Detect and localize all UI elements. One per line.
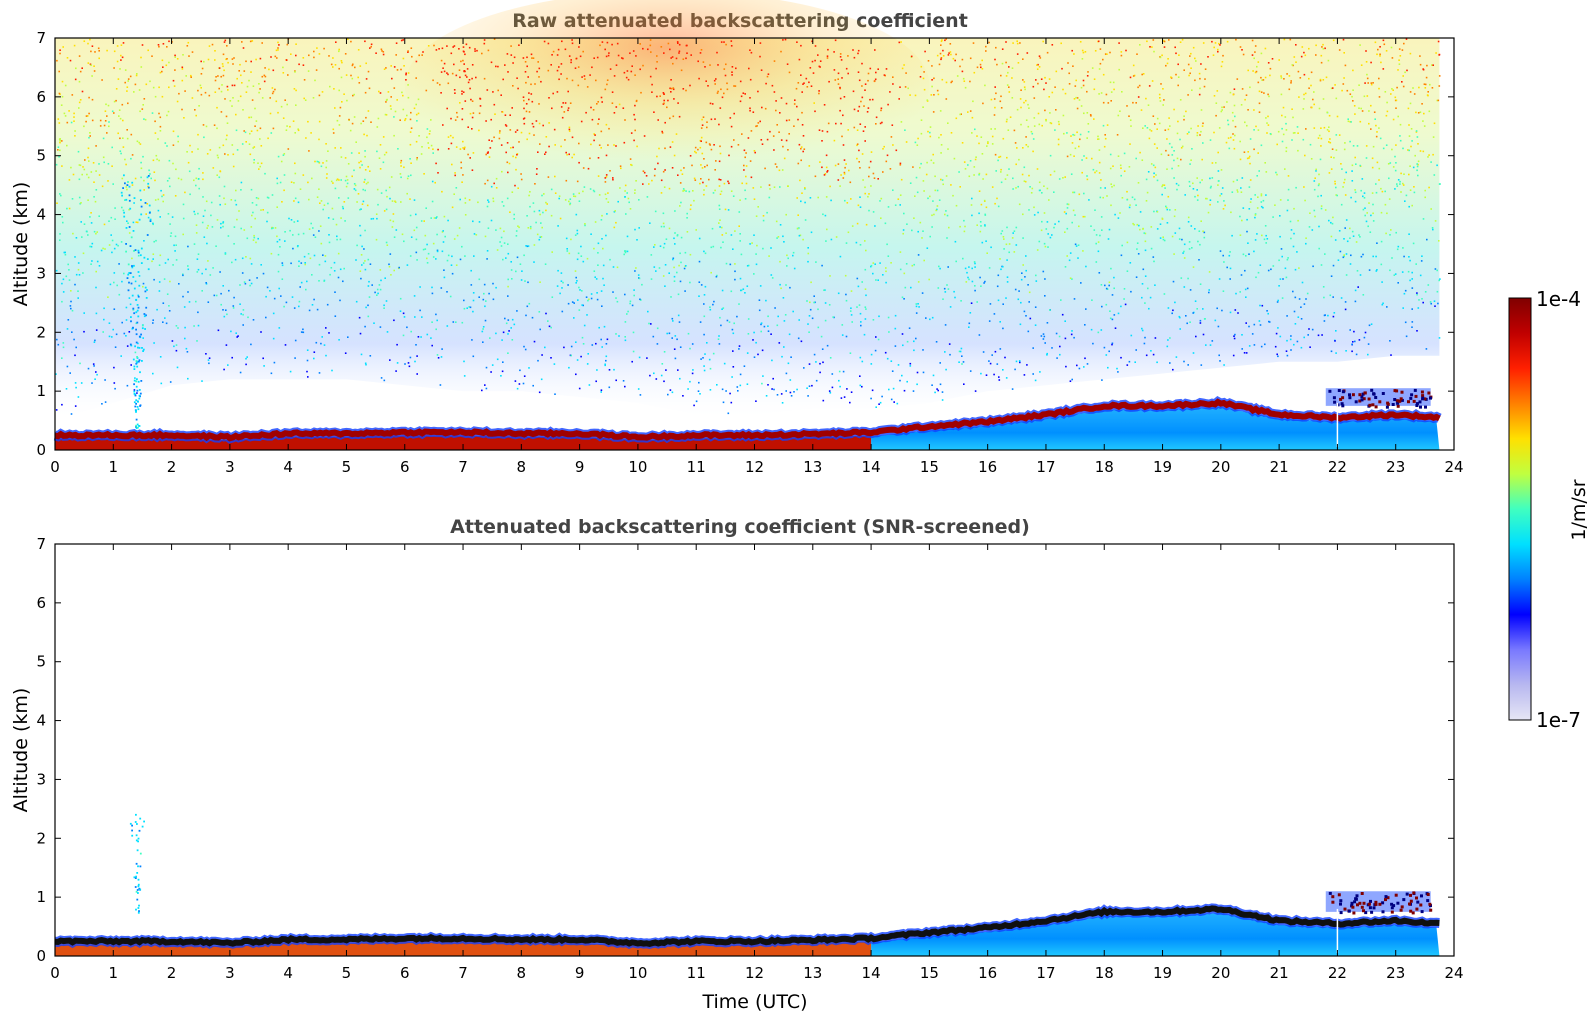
- x-tick-label: 14: [862, 458, 881, 476]
- x-tick-label: 1: [109, 458, 119, 476]
- x-tick-label: 12: [745, 964, 764, 982]
- screened-bl-top-band: [54, 905, 1440, 947]
- y-tick-label: 4: [36, 206, 46, 224]
- raw-aerosol-plume: [120, 174, 152, 435]
- colorbar-gradient: [1508, 297, 1532, 721]
- y-tick-label: 0: [36, 947, 46, 965]
- y-tick-label: 6: [36, 88, 46, 106]
- y-tick-label: 3: [36, 770, 46, 788]
- panel-screened: Attenuated backscattering coefficient (S…: [10, 516, 1464, 1013]
- x-tick-label: 11: [687, 458, 706, 476]
- y-tick-label: 1: [36, 382, 46, 400]
- x-tick-label: 19: [1153, 458, 1172, 476]
- screened-cloud-layer: [1325, 891, 1433, 915]
- x-tick-label: 21: [1270, 964, 1289, 982]
- x-tick-label: 24: [1444, 458, 1463, 476]
- panel-screened-title: Attenuated backscattering coefficient (S…: [450, 516, 1030, 538]
- x-tick-label: 19: [1153, 964, 1172, 982]
- y-tick-label: 0: [36, 441, 46, 459]
- x-tick-label: 10: [628, 458, 647, 476]
- colorbar-min-label: 1e-7: [1536, 708, 1581, 732]
- x-tick-label: 3: [225, 458, 235, 476]
- raw-heatmap: [53, 0, 1442, 450]
- x-tick-label: 6: [400, 964, 410, 982]
- x-tick-label: 23: [1386, 458, 1405, 476]
- x-tick-label: 11: [687, 964, 706, 982]
- screened-plot-frame: [54, 543, 1455, 957]
- y-tick-label: 3: [36, 264, 46, 282]
- y-tick-label: 7: [36, 29, 46, 47]
- x-tick-label: 5: [342, 458, 352, 476]
- x-tick-label: 5: [342, 964, 352, 982]
- x-tick-label: 7: [458, 964, 468, 982]
- raw-y-axis-label: Altitude (km): [10, 182, 32, 307]
- x-tick-label: 15: [920, 964, 939, 982]
- x-tick-label: 4: [283, 458, 293, 476]
- x-tick-label: 18: [1095, 458, 1114, 476]
- x-tick-label: 21: [1270, 458, 1289, 476]
- raw-noise-wash: [55, 38, 1440, 421]
- x-tick-label: 10: [628, 964, 647, 982]
- x-tick-label: 18: [1095, 964, 1114, 982]
- x-tick-label: 4: [283, 964, 293, 982]
- x-tick-label: 3: [225, 964, 235, 982]
- y-tick-label: 6: [36, 594, 46, 612]
- x-tick-label: 17: [1036, 458, 1055, 476]
- x-tick-label: 6: [400, 458, 410, 476]
- x-tick-label: 20: [1211, 458, 1230, 476]
- x-tick-label: 13: [803, 964, 822, 982]
- raw-cloud-layer: [1325, 388, 1433, 409]
- x-tick-label: 2: [167, 458, 177, 476]
- x-tick-label: 0: [50, 458, 60, 476]
- x-tick-label: 16: [978, 964, 997, 982]
- screened-axes: 0 1 2 3 4 5 6 7 8 9 10 11 12 13 14 15 16 17 18 19 20 21 22 23 24…: [36, 535, 1463, 982]
- colorbar-unit-label: 1/m/sr: [1568, 479, 1590, 540]
- x-tick-label: 22: [1328, 964, 1347, 982]
- colorbar-max-label: 1e-4: [1536, 287, 1581, 311]
- y-tick-label: 5: [36, 147, 46, 165]
- x-tick-label: 14: [862, 964, 881, 982]
- raw-noise-speckle: [55, 38, 1441, 415]
- raw-warm-region: [404, 0, 930, 180]
- y-tick-label: 2: [36, 323, 46, 341]
- x-tick-label: 17: [1036, 964, 1055, 982]
- x-tick-label: 9: [575, 964, 585, 982]
- x-tick-label: 23: [1386, 964, 1405, 982]
- y-tick-label: 5: [36, 653, 46, 671]
- x-axis-label: Time (UTC): [701, 991, 807, 1013]
- screened-heatmap: [54, 813, 1440, 956]
- raw-bl-top-band: [54, 398, 1441, 442]
- screened-y-axis-label: Altitude (km): [10, 688, 32, 813]
- x-tick-label: 9: [575, 458, 585, 476]
- x-tick-label: 15: [920, 458, 939, 476]
- x-tick-label: 13: [803, 458, 822, 476]
- x-tick-label: 2: [167, 964, 177, 982]
- y-tick-label: 2: [36, 829, 46, 847]
- x-tick-label: 0: [50, 964, 60, 982]
- x-tick-label: 24: [1444, 964, 1463, 982]
- x-tick-label: 8: [517, 458, 527, 476]
- panel-raw: Raw attenuated backscattering coefficien…: [10, 0, 1464, 476]
- screened-mixed-layer: [871, 912, 1440, 956]
- x-tick-label: 12: [745, 458, 764, 476]
- x-tick-label: 22: [1328, 458, 1347, 476]
- x-tick-label: 8: [517, 964, 527, 982]
- y-tick-label: 1: [36, 888, 46, 906]
- x-tick-label: 7: [458, 458, 468, 476]
- y-tick-label: 7: [36, 535, 46, 553]
- colorbar: 1e-4 1e-7 1/m/sr: [1508, 287, 1590, 732]
- x-tick-label: 20: [1211, 964, 1230, 982]
- y-tick-label: 4: [36, 712, 46, 730]
- screened-aerosol-plume: [129, 813, 145, 914]
- x-tick-label: 16: [978, 458, 997, 476]
- raw-mixed-layer: [871, 406, 1440, 450]
- raw-axes: 0 1 2 3 4 5 6 7 8 9 10 11 12 13 14 15 16 17 18 19 20 21 22 23 24…: [36, 29, 1463, 476]
- x-tick-label: 1: [109, 964, 119, 982]
